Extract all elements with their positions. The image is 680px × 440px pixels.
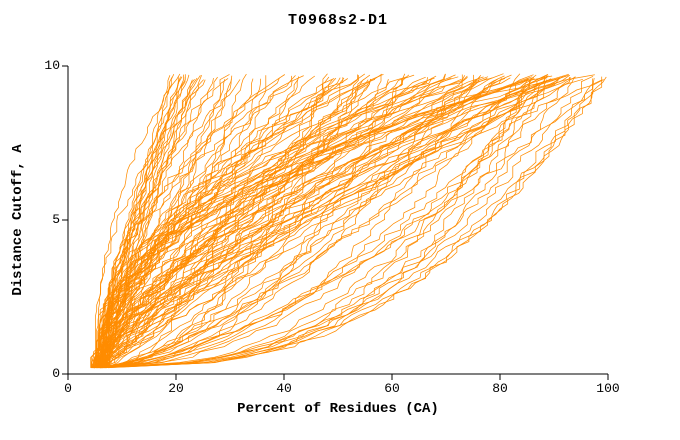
x-axis-label: Percent of Residues (CA) bbox=[237, 401, 439, 417]
accuracy-curve bbox=[90, 75, 296, 368]
accuracy-curve bbox=[98, 75, 233, 369]
accuracy-curve bbox=[96, 74, 549, 368]
accuracy-curve bbox=[105, 75, 545, 369]
accuracy-curve bbox=[92, 76, 603, 369]
x-tick-label: 40 bbox=[276, 381, 292, 396]
chart-title: T0968s2-D1 bbox=[287, 12, 388, 29]
accuracy-curve bbox=[102, 75, 564, 369]
y-tick-label: 10 bbox=[44, 58, 60, 73]
accuracy-curve bbox=[95, 75, 437, 369]
accuracy-curve bbox=[94, 75, 567, 368]
accuracy-curve bbox=[100, 75, 594, 369]
accuracy-curve bbox=[92, 76, 173, 368]
accuracy-curve bbox=[102, 79, 195, 368]
accuracy-curve bbox=[98, 78, 372, 369]
y-tick-label: 0 bbox=[52, 366, 60, 381]
accuracy-curve bbox=[94, 74, 463, 369]
accuracy-curve bbox=[100, 77, 529, 369]
accuracy-curve bbox=[101, 79, 548, 369]
accuracy-curve bbox=[107, 74, 571, 368]
accuracy-curve bbox=[94, 74, 190, 368]
accuracy-curve bbox=[97, 73, 384, 369]
accuracy-curve bbox=[99, 79, 241, 369]
accuracy-curve bbox=[104, 74, 537, 369]
accuracy-curve bbox=[98, 78, 530, 368]
accuracy-curve bbox=[96, 76, 575, 369]
accuracy-curve bbox=[98, 74, 474, 369]
x-tick-label: 20 bbox=[168, 381, 184, 396]
accuracy-curve bbox=[101, 76, 330, 369]
accuracy-curve bbox=[96, 78, 402, 369]
accuracy-curve bbox=[99, 77, 534, 369]
accuracy-curve bbox=[90, 77, 468, 368]
y-tick-label: 5 bbox=[52, 212, 60, 227]
accuracy-curve bbox=[103, 76, 183, 368]
accuracy-curve bbox=[95, 77, 572, 368]
accuracy-curve bbox=[101, 77, 452, 368]
x-tick-label: 0 bbox=[64, 381, 72, 396]
x-tick-label: 60 bbox=[384, 381, 400, 396]
x-tick-label: 100 bbox=[596, 381, 620, 396]
accuracy-curve bbox=[93, 77, 595, 369]
accuracy-curve bbox=[101, 77, 480, 369]
accuracy-curve bbox=[91, 78, 335, 368]
accuracy-curve bbox=[96, 78, 584, 368]
x-tick-label: 80 bbox=[492, 381, 508, 396]
accuracy-curve bbox=[101, 78, 365, 369]
accuracy-curve bbox=[98, 73, 446, 369]
accuracy-curve bbox=[93, 78, 261, 369]
accuracy-curve bbox=[97, 79, 371, 368]
accuracy-curve bbox=[90, 79, 204, 368]
accuracy-curve bbox=[97, 77, 435, 369]
accuracy-curve bbox=[100, 76, 480, 369]
accuracy-curve bbox=[103, 78, 349, 368]
accuracy-curve bbox=[94, 73, 328, 369]
accuracy-curve bbox=[103, 75, 468, 369]
accuracy-curve bbox=[98, 77, 433, 368]
accuracy-curve bbox=[92, 73, 446, 369]
accuracy-curve bbox=[95, 76, 407, 368]
accuracy-curve bbox=[98, 77, 344, 368]
accuracy-curve bbox=[94, 73, 406, 369]
accuracy-curve bbox=[93, 78, 553, 368]
accuracy-curve bbox=[94, 73, 181, 368]
accuracy-curve bbox=[100, 75, 548, 369]
accuracy-curve bbox=[95, 78, 502, 368]
accuracy-curve bbox=[98, 74, 512, 368]
